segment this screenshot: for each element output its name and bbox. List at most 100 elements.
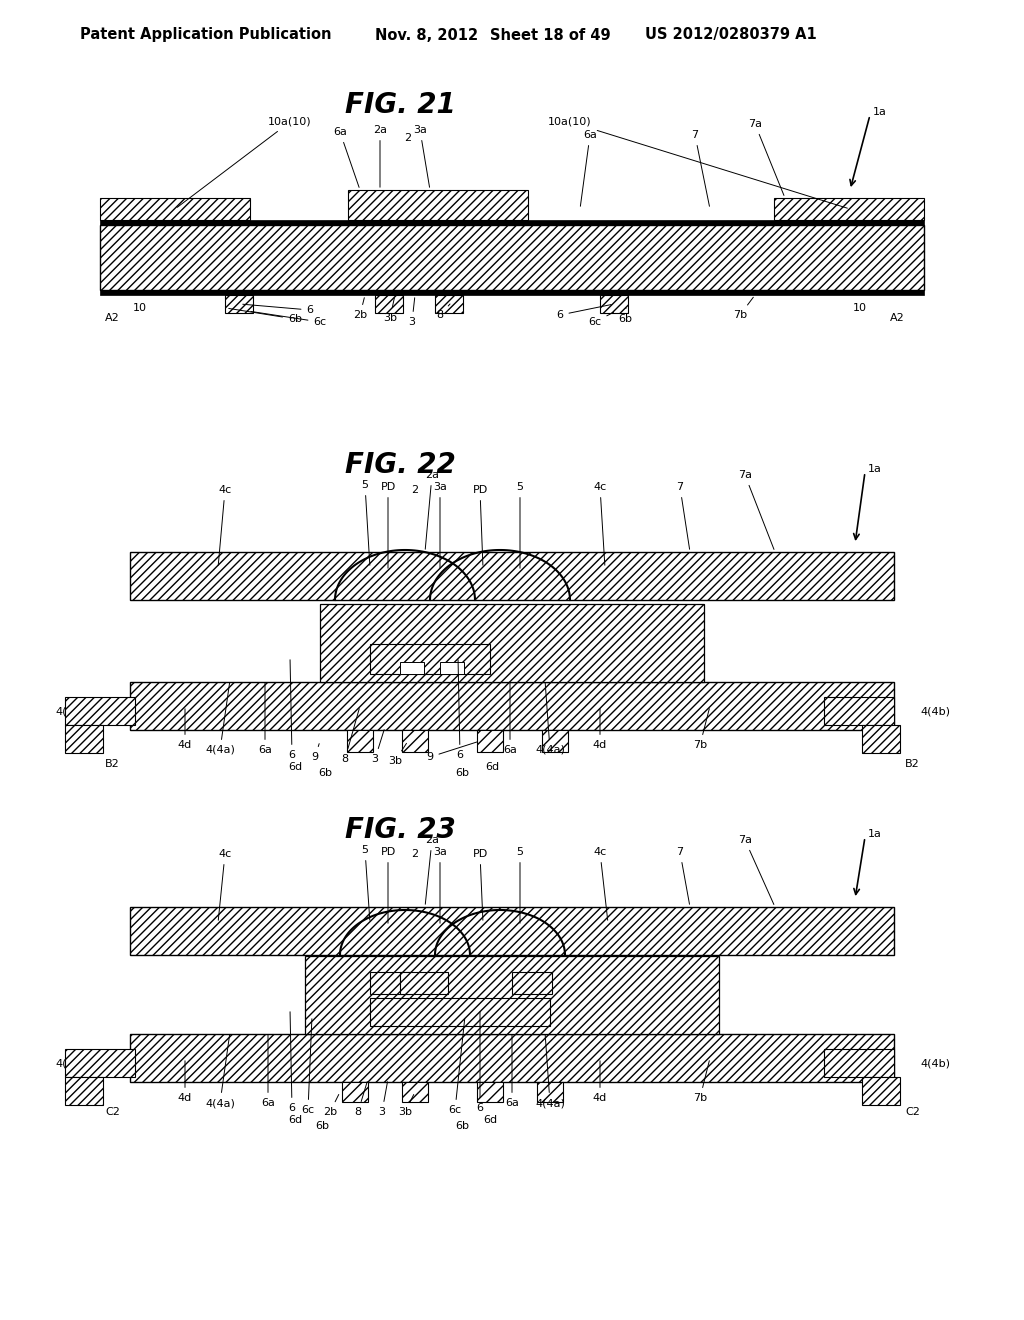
Text: 4(4b): 4(4b) [920,1059,950,1068]
Bar [65,1077,103,1105]
Text: 2b: 2b [323,1094,339,1117]
Text: C2: C2 [105,1107,120,1117]
Bar [542,730,568,752]
Text: 6c: 6c [589,313,613,327]
Bar [537,1082,563,1102]
Text: 6b: 6b [455,1121,469,1131]
Text: B2: B2 [105,759,120,770]
Text: 3a: 3a [413,125,429,187]
Text: 6: 6 [457,660,464,760]
Text: 2a: 2a [373,125,387,187]
Bar [100,220,924,224]
Bar [824,697,894,725]
Text: 1a: 1a [868,465,882,474]
Text: 5: 5 [361,845,370,920]
Text: FIG. 23: FIG. 23 [345,816,456,843]
Text: 6a: 6a [581,129,597,206]
Text: Patent Application Publication: Patent Application Publication [80,28,332,42]
Text: 5: 5 [361,480,370,565]
Text: 4c: 4c [218,849,231,920]
Bar [305,956,719,1034]
Text: 1a: 1a [873,107,887,117]
Bar [370,998,550,1026]
Text: 9: 9 [311,743,319,762]
Bar [370,644,490,675]
Text: PD: PD [472,849,487,920]
Bar [65,725,103,752]
Text: A2: A2 [890,313,905,323]
Text: 6c: 6c [251,312,327,327]
Text: 2: 2 [412,484,419,495]
Text: 6c: 6c [449,1019,465,1115]
Text: PD: PD [380,847,395,923]
Text: 6a: 6a [505,1035,519,1107]
Text: FIG. 22: FIG. 22 [345,451,456,479]
Bar [225,294,253,313]
Text: 4c: 4c [593,847,607,920]
Text: 7b: 7b [693,1061,710,1104]
Text: 3: 3 [409,298,416,327]
Text: 4(4a): 4(4a) [536,1035,565,1107]
Text: 10a(10): 10a(10) [177,117,312,207]
Text: 7: 7 [677,847,689,904]
Text: 6a: 6a [503,682,517,755]
Bar [130,907,894,954]
Bar [477,730,503,752]
Bar [824,1049,894,1077]
Text: 6a: 6a [333,127,359,187]
Bar [600,294,628,313]
Bar [402,730,428,752]
Text: 6a: 6a [258,682,272,755]
Text: 2b: 2b [353,298,367,319]
Text: 3a: 3a [433,847,446,923]
Text: 8: 8 [436,304,450,319]
Text: 7b: 7b [733,297,754,319]
Text: 10a(10): 10a(10) [548,117,847,209]
Text: 5: 5 [516,847,523,923]
Text: 4c: 4c [593,482,606,565]
Text: Nov. 8, 2012: Nov. 8, 2012 [375,28,478,42]
Bar [400,663,424,675]
Text: 10: 10 [133,304,147,313]
Bar [375,294,403,313]
Bar [65,1049,135,1077]
Text: 2: 2 [404,133,412,143]
Bar [512,972,552,994]
Bar [100,198,250,220]
Text: 4d: 4d [178,1061,193,1104]
Text: 6a: 6a [261,1035,274,1107]
Text: 4(4b): 4(4b) [920,706,950,715]
Bar [774,198,924,220]
Text: Sheet 18 of 49: Sheet 18 of 49 [490,28,610,42]
Text: B2: B2 [905,759,920,770]
Bar [862,725,900,752]
Text: 6b: 6b [618,308,632,323]
Text: 6b: 6b [315,1121,329,1131]
Text: 6d: 6d [288,1115,302,1125]
Text: 6: 6 [289,660,296,760]
Bar [440,663,464,675]
Text: 6: 6 [556,305,611,319]
Bar [862,1077,900,1105]
Text: 7b: 7b [693,709,710,750]
Text: 3b: 3b [388,743,407,766]
Bar [130,1034,894,1082]
Text: 4d: 4d [593,1061,607,1104]
Text: 6d: 6d [485,762,499,772]
Bar [319,605,705,682]
Text: 4(4a): 4(4a) [205,682,234,755]
Bar [130,682,894,730]
Bar [130,552,894,601]
Text: 6: 6 [243,304,313,315]
Text: PD: PD [472,484,487,565]
Bar [370,972,410,994]
Bar [348,190,528,220]
Text: 6b: 6b [318,768,332,777]
Text: 7a: 7a [738,470,774,549]
Bar [402,1082,428,1102]
Text: 7: 7 [677,482,689,549]
Text: 3a: 3a [433,482,446,568]
Text: 6d: 6d [483,1115,497,1125]
Text: 4(4b): 4(4b) [55,706,85,715]
Text: 7: 7 [691,129,710,206]
